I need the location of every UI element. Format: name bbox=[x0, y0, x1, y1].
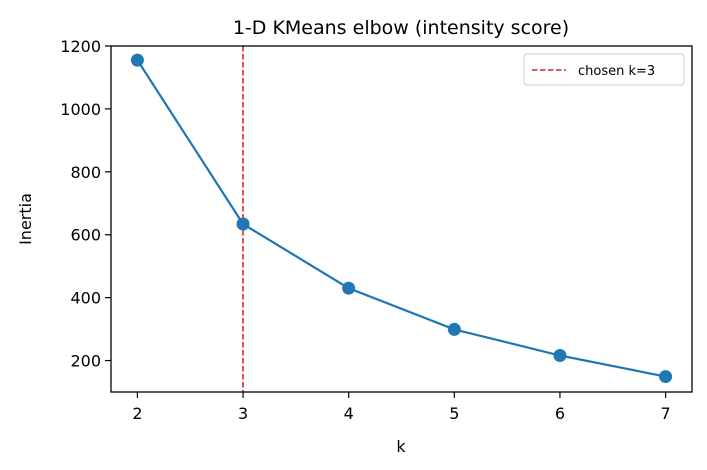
x-tick-label: 3 bbox=[238, 404, 248, 423]
x-axis-ticks: 2 3 4 5 6 7 bbox=[132, 392, 671, 423]
y-tick-label: 1200 bbox=[60, 37, 101, 56]
y-axis-ticks: 200 400 600 800 1000 1200 bbox=[60, 37, 111, 371]
legend-box bbox=[523, 53, 685, 86]
data-point-marker bbox=[659, 370, 673, 384]
y-tick-label: 600 bbox=[70, 226, 101, 245]
plot-area bbox=[130, 46, 673, 392]
y-tick-label: 400 bbox=[70, 289, 101, 308]
y-axis-label: Inertia bbox=[16, 193, 35, 245]
data-point-marker bbox=[553, 349, 567, 363]
x-tick-label: 2 bbox=[132, 404, 142, 423]
series-line bbox=[136, 59, 666, 378]
x-tick-label: 6 bbox=[555, 404, 565, 423]
data-point-marker bbox=[130, 53, 144, 67]
x-tick-label: 4 bbox=[344, 404, 354, 423]
chart-title: 1-D KMeans elbow (intensity score) bbox=[233, 17, 569, 39]
x-tick-label: 5 bbox=[449, 404, 459, 423]
axes-frame bbox=[110, 45, 693, 393]
data-point-marker bbox=[342, 281, 356, 295]
x-tick-label: 7 bbox=[660, 404, 670, 423]
y-tick-label: 800 bbox=[70, 163, 101, 182]
y-tick-label: 1000 bbox=[60, 100, 101, 119]
legend-label: chosen k=3 bbox=[578, 64, 655, 79]
data-point-marker bbox=[236, 217, 250, 231]
y-tick-label: 200 bbox=[70, 352, 101, 371]
legend: chosen k=3 bbox=[523, 53, 685, 86]
x-axis-label: k bbox=[396, 437, 406, 456]
data-point-marker bbox=[447, 322, 461, 336]
